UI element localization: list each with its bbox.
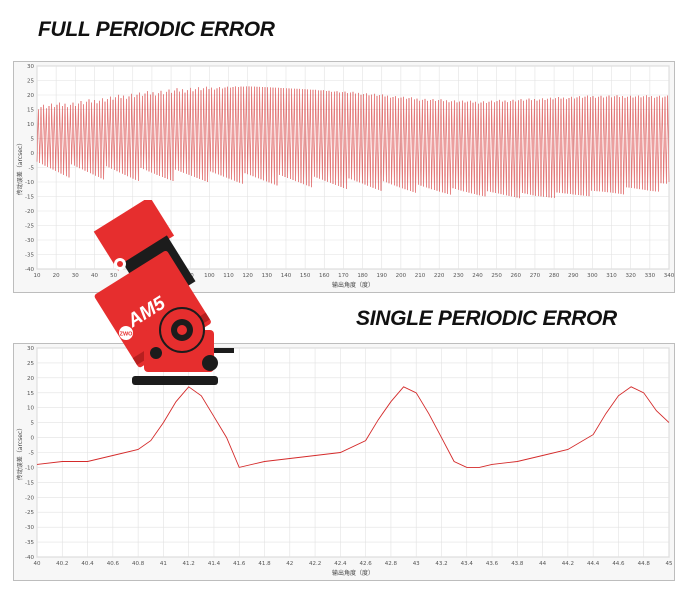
x-tick-label: 41 — [160, 561, 167, 567]
x-tick-label: 240 — [472, 273, 483, 279]
y-tick-label: -40 — [25, 555, 34, 561]
x-tick-label: 41.6 — [233, 561, 246, 567]
x-tick-label: 200 — [396, 273, 407, 279]
x-tick-label: 220 — [434, 273, 445, 279]
x-tick-label: 40 — [91, 273, 98, 279]
y-tick-label: 25 — [27, 361, 34, 367]
y-tick-label: -15 — [25, 480, 34, 486]
y-tick-label: 0 — [31, 436, 35, 442]
y-tick-label: -35 — [25, 253, 34, 259]
x-tick-label: 270 — [530, 273, 541, 279]
x-tick-label: 40.6 — [107, 561, 120, 567]
x-tick-label: 44.4 — [587, 561, 600, 567]
x-tick-label: 40 — [34, 561, 41, 567]
y-tick-label: -5 — [29, 451, 35, 457]
y-axis-label: 传动误差（arcsec） — [16, 425, 24, 480]
y-tick-label: 5 — [31, 421, 35, 427]
x-tick-label: 42.6 — [360, 561, 373, 567]
y-tick-label: -30 — [25, 525, 34, 531]
x-tick-label: 330 — [645, 273, 656, 279]
x-tick-label: 110 — [223, 273, 234, 279]
x-tick-label: 50 — [110, 273, 117, 279]
x-tick-label: 44.6 — [612, 561, 625, 567]
x-tick-label: 340 — [664, 273, 675, 279]
y-tick-label: 20 — [27, 376, 34, 382]
y-axis-label: 传动误差（arcsec） — [16, 140, 24, 195]
x-tick-label: 30 — [72, 273, 79, 279]
x-axis-label: 输出角度（度） — [332, 569, 374, 577]
y-tick-label: -10 — [25, 465, 34, 471]
x-tick-label: 300 — [587, 273, 598, 279]
x-tick-label: 42.2 — [309, 561, 321, 567]
am5-mount-image: AM5 ZWO — [93, 200, 234, 385]
x-tick-label: 160 — [319, 273, 330, 279]
x-tick-label: 290 — [568, 273, 579, 279]
x-tick-label: 320 — [625, 273, 636, 279]
y-tick-label: 15 — [27, 108, 34, 114]
y-tick-label: 15 — [27, 391, 34, 397]
x-tick-label: 43 — [413, 561, 420, 567]
x-tick-label: 170 — [338, 273, 349, 279]
x-tick-label: 41.4 — [208, 561, 221, 567]
y-tick-label: -40 — [25, 267, 34, 273]
x-tick-label: 310 — [606, 273, 617, 279]
x-tick-label: 42.4 — [334, 561, 347, 567]
y-tick-label: -25 — [25, 510, 34, 516]
x-tick-label: 180 — [357, 273, 368, 279]
y-tick-label: -25 — [25, 224, 34, 230]
x-tick-label: 40.8 — [132, 561, 145, 567]
x-tick-label: 42.8 — [385, 561, 398, 567]
y-tick-label: -15 — [25, 195, 34, 201]
y-tick-label: 10 — [27, 406, 34, 412]
x-tick-label: 20 — [53, 273, 60, 279]
y-tick-label: 30 — [27, 64, 34, 70]
single-periodic-error-chart: 40 40.2 40.4 40.6 40.8 41 41.2 41.4 41.6 41.8 42 42… — [13, 343, 675, 581]
y-tick-label: -35 — [25, 540, 34, 546]
single-chart-svg: 40 40.2 40.4 40.6 40.8 41 41.2 41.4 41.6 41.8 42 42… — [13, 343, 675, 581]
x-tick-label: 40.2 — [56, 561, 68, 567]
single-periodic-error-heading: SINGLE PERIODIC ERROR — [356, 307, 617, 330]
x-tick-label: 210 — [415, 273, 426, 279]
x-tick-label: 43.2 — [435, 561, 447, 567]
x-tick-label: 44.2 — [562, 561, 574, 567]
y-tick-label: 0 — [31, 151, 35, 157]
x-axis-label: 输出角度（度） — [332, 281, 374, 289]
x-tick-label: 44.8 — [638, 561, 651, 567]
y-tick-label: -5 — [29, 166, 35, 172]
x-tick-label: 44 — [539, 561, 546, 567]
y-tick-label: -10 — [25, 180, 34, 186]
x-tick-label: 260 — [511, 273, 522, 279]
x-tick-label: 42 — [286, 561, 293, 567]
x-tick-label: 250 — [491, 273, 502, 279]
x-tick-label: 130 — [262, 273, 273, 279]
x-tick-label: 45 — [666, 561, 673, 567]
x-tick-label: 10 — [34, 273, 41, 279]
x-tick-label: 280 — [549, 273, 560, 279]
x-tick-label: 230 — [453, 273, 464, 279]
y-tick-label: -20 — [25, 209, 34, 215]
x-tick-label: 150 — [300, 273, 311, 279]
x-tick-label: 140 — [281, 273, 292, 279]
x-tick-label: 41.2 — [183, 561, 195, 567]
y-tick-label: -20 — [25, 495, 34, 501]
y-tick-label: 20 — [27, 93, 34, 99]
x-tick-label: 40.4 — [81, 561, 94, 567]
x-tick-label: 120 — [242, 273, 253, 279]
full-periodic-error-heading: FULL PERIODIC ERROR — [38, 18, 275, 41]
x-tick-label: 190 — [376, 273, 387, 279]
x-tick-label: 43.4 — [461, 561, 474, 567]
y-tick-label: 25 — [27, 79, 34, 85]
zwo-badge-label: ZWO — [120, 332, 134, 338]
y-tick-label: 5 — [31, 137, 35, 143]
error-series-line — [36, 86, 670, 199]
y-tick-label: 10 — [27, 122, 34, 128]
y-tick-label: 30 — [27, 346, 34, 352]
error-series-line — [36, 386, 670, 468]
x-tick-label: 43.6 — [486, 561, 499, 567]
y-tick-label: -30 — [25, 238, 34, 244]
x-tick-label: 41.8 — [258, 561, 271, 567]
x-tick-label: 43.8 — [511, 561, 524, 567]
x-tick-label: 100 — [204, 273, 215, 279]
